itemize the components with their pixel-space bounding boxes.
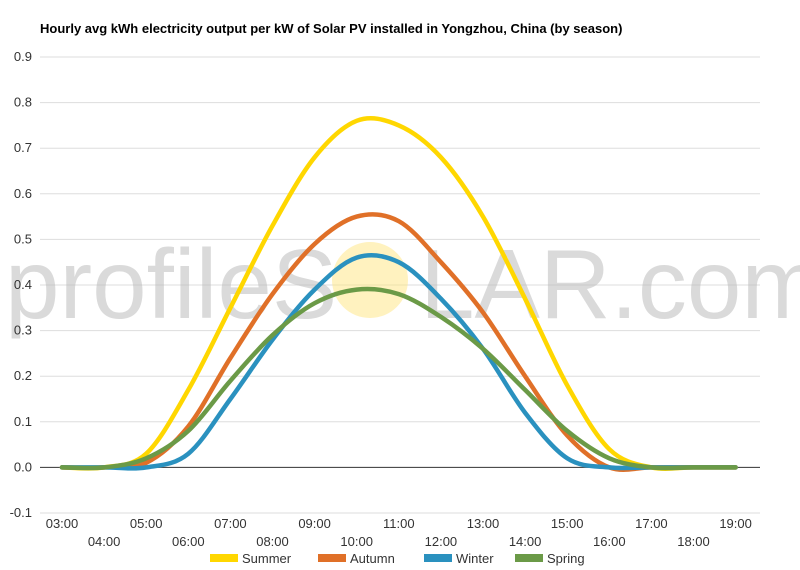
x-axis: 03:00 04:00 05:00 06:00 07:00 08:00 09:00 10:00…	[46, 516, 752, 549]
x-tick-label: 17:00	[635, 516, 668, 531]
y-tick-label: 0.1	[14, 414, 32, 429]
y-tick-label: 0.7	[14, 140, 32, 155]
legend-swatch	[210, 554, 238, 562]
legend-item-spring[interactable]: Spring	[515, 551, 585, 566]
legend-item-winter[interactable]: Winter	[424, 551, 494, 566]
chart-title: Hourly avg kWh electricity output per kW…	[40, 21, 622, 36]
x-tick-label: 19:00	[719, 516, 752, 531]
legend-swatch	[515, 554, 543, 562]
legend-swatch	[424, 554, 452, 562]
legend-item-summer[interactable]: Summer	[210, 551, 292, 566]
x-tick-label: 16:00	[593, 534, 626, 549]
x-tick-label: 04:00	[88, 534, 121, 549]
legend-item-autumn[interactable]: Autumn	[318, 551, 395, 566]
y-axis: -0.1 0.0 0.1 0.2 0.3 0.4 0.5 0.6 0.7 0.8 0.9	[10, 49, 32, 520]
y-tick-label: 0.5	[14, 231, 32, 246]
x-tick-label: 03:00	[46, 516, 79, 531]
y-tick-label: 0.8	[14, 95, 32, 110]
x-tick-label: 08:00	[256, 534, 289, 549]
legend-swatch	[318, 554, 346, 562]
y-tick-label: 0.4	[14, 277, 32, 292]
y-tick-label: 0.6	[14, 186, 32, 201]
series-line-winter[interactable]	[59, 253, 738, 471]
series-line-spring[interactable]	[59, 286, 738, 471]
x-tick-label: 13:00	[467, 516, 500, 531]
legend-label: Spring	[547, 551, 585, 566]
y-tick-label: 0.9	[14, 49, 32, 64]
x-tick-label: 06:00	[172, 534, 205, 549]
x-tick-label: 12:00	[425, 534, 458, 549]
x-tick-label: 05:00	[130, 516, 163, 531]
series-layer	[59, 116, 738, 472]
legend-label: Autumn	[350, 551, 395, 566]
y-tick-label: 0.3	[14, 323, 32, 338]
legend-label: Summer	[242, 551, 292, 566]
x-tick-label: 14:00	[509, 534, 542, 549]
y-tick-label: 0.2	[14, 368, 32, 383]
watermark: profileS LAR.com	[5, 229, 800, 339]
legend-label: Winter	[456, 551, 494, 566]
y-tick-label: -0.1	[10, 505, 32, 520]
x-tick-label: 07:00	[214, 516, 247, 531]
series-line-summer[interactable]	[59, 116, 738, 471]
watermark-text-right: LAR.com	[420, 229, 800, 339]
x-tick-label: 18:00	[677, 534, 710, 549]
x-tick-label: 10:00	[340, 534, 373, 549]
x-tick-label: 09:00	[298, 516, 331, 531]
x-tick-label: 15:00	[551, 516, 584, 531]
legend[interactable]: Summer Autumn Winter Spring	[210, 551, 585, 566]
x-tick-label: 11:00	[383, 516, 415, 531]
y-tick-label: 0.0	[14, 459, 32, 474]
